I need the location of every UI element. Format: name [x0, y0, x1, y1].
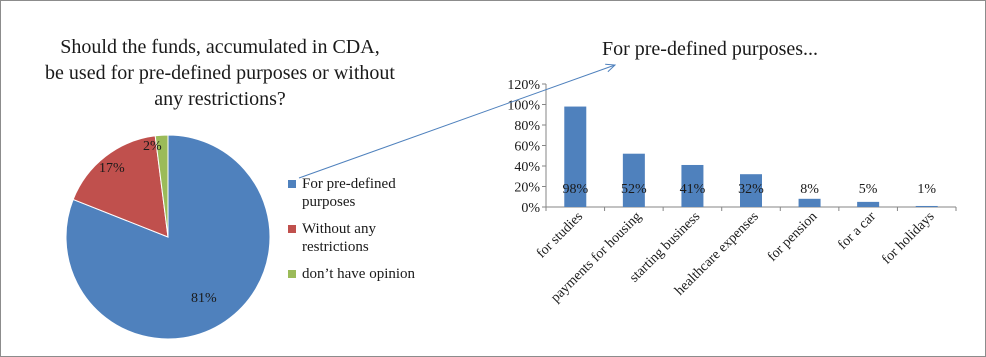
bar-data-label: 52%	[621, 182, 647, 197]
x-category-label: for holidays	[879, 209, 937, 267]
bar-chart: 0% 20% 40% 60% 80% 100% 120% 98% 52% 41% 32% 8% 5% 1%…	[507, 78, 957, 306]
pie-data-label: 2%	[143, 139, 162, 154]
pie-title-line-3: any restrictions?	[154, 88, 286, 110]
y-tick-label: 120%	[507, 78, 540, 93]
bar-chart-title: For pre-defined purposes...	[601, 38, 819, 60]
legend-item-without-restrictions: Without any restrictions	[288, 220, 488, 256]
pie-legend: For pre-defined purposes Without any res…	[288, 175, 488, 292]
legend-label-line: Without any	[302, 221, 376, 237]
legend-label-line: purposes	[302, 194, 356, 210]
y-tick-label: 40%	[514, 160, 540, 175]
legend-label-line: restrictions	[302, 239, 369, 255]
legend-swatch-without-restrictions	[288, 225, 296, 233]
legend-swatch-no-opinion	[288, 270, 296, 278]
bar-data-label: 41%	[680, 182, 706, 197]
bar	[681, 164, 704, 207]
bar-data-label: 32%	[738, 182, 764, 197]
bar	[857, 201, 880, 207]
x-category-label: for pension	[765, 209, 820, 264]
bar	[915, 205, 938, 207]
y-tick-label: 60%	[514, 140, 540, 155]
pie-title-line-1: Should the funds, accumulated in CDA,	[60, 36, 380, 58]
bar	[798, 198, 821, 207]
bar-data-label: 1%	[917, 182, 936, 197]
y-tick-label: 0%	[521, 201, 540, 216]
pie-chart: 81% 17% 2%	[65, 134, 271, 340]
pie-slice	[72, 135, 169, 238]
pie-slice	[154, 134, 169, 238]
pie-title-line-2: be used for pre-defined purposes or with…	[45, 62, 395, 84]
bar	[564, 106, 587, 207]
y-tick-label: 20%	[514, 181, 540, 196]
pie-data-label: 17%	[99, 161, 125, 176]
x-category-label: for a car	[835, 209, 879, 253]
legend-item-no-opinion: don’t have opinion	[288, 265, 488, 283]
y-tick-label: 100%	[507, 99, 540, 114]
connector-line	[298, 64, 616, 179]
legend-label-line: For pre-defined	[302, 176, 396, 192]
legend-label-line: don’t have opinion	[302, 266, 416, 282]
bar-data-label: 8%	[800, 182, 819, 197]
pie-data-label: 81%	[191, 291, 217, 306]
legend-swatch-pre-defined	[288, 180, 296, 188]
x-category-label: for studies	[534, 209, 586, 261]
connector-arrow	[298, 63, 617, 179]
pie-chart-title: Should the funds, accumulated in CDA, be…	[30, 34, 410, 112]
bar	[740, 174, 762, 207]
bar-data-label: 98%	[562, 182, 588, 197]
y-tick-label: 80%	[514, 119, 540, 134]
bar-data-label: 5%	[859, 182, 878, 197]
bar	[622, 153, 645, 207]
arrowhead	[605, 63, 617, 73]
legend-item-pre-defined: For pre-defined purposes	[288, 175, 488, 211]
